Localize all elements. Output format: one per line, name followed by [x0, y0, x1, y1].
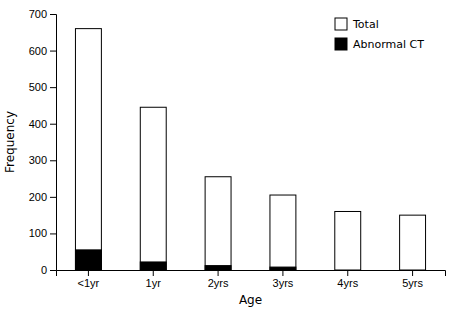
tick-mark: [50, 160, 56, 161]
bar: [335, 211, 361, 270]
bar: [205, 266, 231, 270]
bar: [270, 195, 296, 270]
bar: [140, 262, 166, 270]
tick-mark: [50, 14, 56, 15]
tick-mark: [50, 124, 56, 125]
x-axis: <1yr 1yr 2yrs 3yrs 4yrs 5yrs: [57, 270, 446, 289]
tick-mark: [412, 270, 413, 276]
tick: 4yrs: [337, 270, 358, 289]
tick: 3yrs: [273, 270, 294, 289]
x-axis-title: Age: [239, 293, 262, 307]
chart: <1yr 1yr 2yrs 3yrs 4yrs 5yrs 0 100 200 300 400 500 6…: [0, 0, 461, 312]
bar: [400, 215, 426, 270]
tick-mark: [50, 270, 56, 271]
bar: [270, 267, 296, 270]
tick-mark: [88, 270, 89, 276]
legend-swatch: [335, 38, 347, 50]
tick-mark: [50, 87, 56, 88]
tick-label: 4yrs: [337, 277, 358, 289]
tick-label: 100: [29, 227, 47, 239]
tick-label: 500: [29, 81, 47, 93]
bar: [75, 29, 101, 270]
tick-label: 600: [29, 45, 47, 57]
plot-area: <1yr 1yr 2yrs 3yrs 4yrs 5yrs 0 100 200 300 400 500 6…: [29, 8, 446, 289]
tick-mark: [50, 197, 56, 198]
tick-label: 200: [29, 191, 47, 203]
tick: 200: [29, 191, 56, 203]
tick-label: 2yrs: [208, 277, 229, 289]
legend-swatch: [335, 18, 347, 30]
tick: 5yrs: [402, 270, 423, 289]
tick-mark: [282, 270, 283, 276]
tick: 300: [29, 154, 56, 166]
tick-label: 5yrs: [402, 277, 423, 289]
bar: [75, 250, 101, 270]
axis-line: [57, 271, 446, 277]
tick-mark: [50, 233, 56, 234]
series-bars: [75, 250, 295, 270]
tick: 100: [29, 227, 56, 239]
tick: 700: [29, 8, 56, 20]
legend-label: Abnormal CT: [353, 38, 424, 51]
bar: [140, 107, 166, 270]
tick-label: 1yr: [146, 277, 162, 289]
tick-mark: [218, 270, 219, 276]
tick-label: 300: [29, 154, 47, 166]
bar: [400, 270, 426, 271]
tick: 600: [29, 45, 56, 57]
legend-label: Total: [352, 18, 379, 31]
series-bars: [75, 29, 425, 270]
bar: [335, 270, 361, 271]
tick: 500: [29, 81, 56, 93]
tick-label: 700: [29, 8, 47, 20]
axis-line: [50, 15, 57, 271]
tick-label: <1yr: [78, 277, 100, 289]
tick: <1yr: [78, 270, 100, 289]
y-axis-title: Frequency: [3, 111, 17, 173]
tick-mark: [50, 51, 56, 52]
tick-label: 3yrs: [273, 277, 294, 289]
tick-label: 400: [29, 118, 47, 130]
legend: Total Abnormal CT: [335, 18, 424, 51]
bars: [75, 29, 425, 270]
tick-label: 0: [41, 264, 47, 276]
tick: 1yr: [146, 270, 162, 289]
tick-mark: [347, 270, 348, 276]
tick: 0: [41, 264, 56, 276]
legend-item: Abnormal CT: [335, 38, 424, 51]
tick: 400: [29, 118, 56, 130]
bar: [205, 177, 231, 270]
y-axis: 0 100 200 300 400 500 600 700: [29, 8, 57, 276]
legend-item: Total: [335, 18, 379, 31]
tick-mark: [153, 270, 154, 276]
tick: 2yrs: [208, 270, 229, 289]
